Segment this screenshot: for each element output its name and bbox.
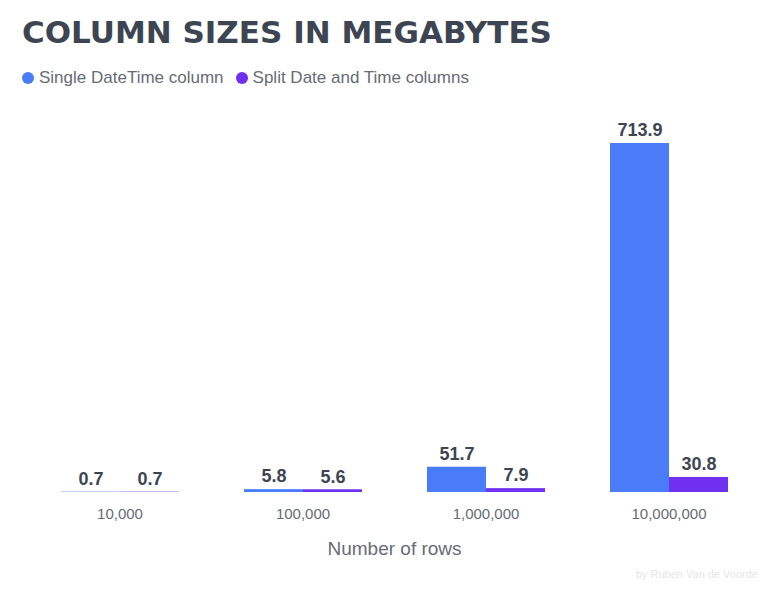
svg-text:0.7: 0.7 [137,469,162,489]
svg-text:713.9: 713.9 [617,120,662,140]
svg-text:100,000: 100,000 [276,505,330,522]
svg-text:10,000: 10,000 [97,505,143,522]
svg-text:7.9: 7.9 [503,465,528,485]
html-text:COLUMN SIZES IN MEGABYTES: COLUMN SIZES IN MEGABYTES [22,14,552,50]
svg-text:Number of rows: Number of rows [327,538,461,559]
svg-text:1,000,000: 1,000,000 [453,505,520,522]
svg-text:51.7: 51.7 [439,444,474,464]
html-text:by Ruben Van de Voorde: by Ruben Van de Voorde [635,568,758,580]
html-text:Split Date and Time columns: Split Date and Time columns [252,68,469,87]
svg-text:10,000,000: 10,000,000 [631,505,706,522]
svg-text:30.8: 30.8 [681,454,716,474]
html-text:Single DateTime column: Single DateTime column [39,68,224,87]
svg-text:5.6: 5.6 [320,467,345,487]
svg-text:0.7: 0.7 [78,469,103,489]
svg-text:5.8: 5.8 [261,466,286,486]
